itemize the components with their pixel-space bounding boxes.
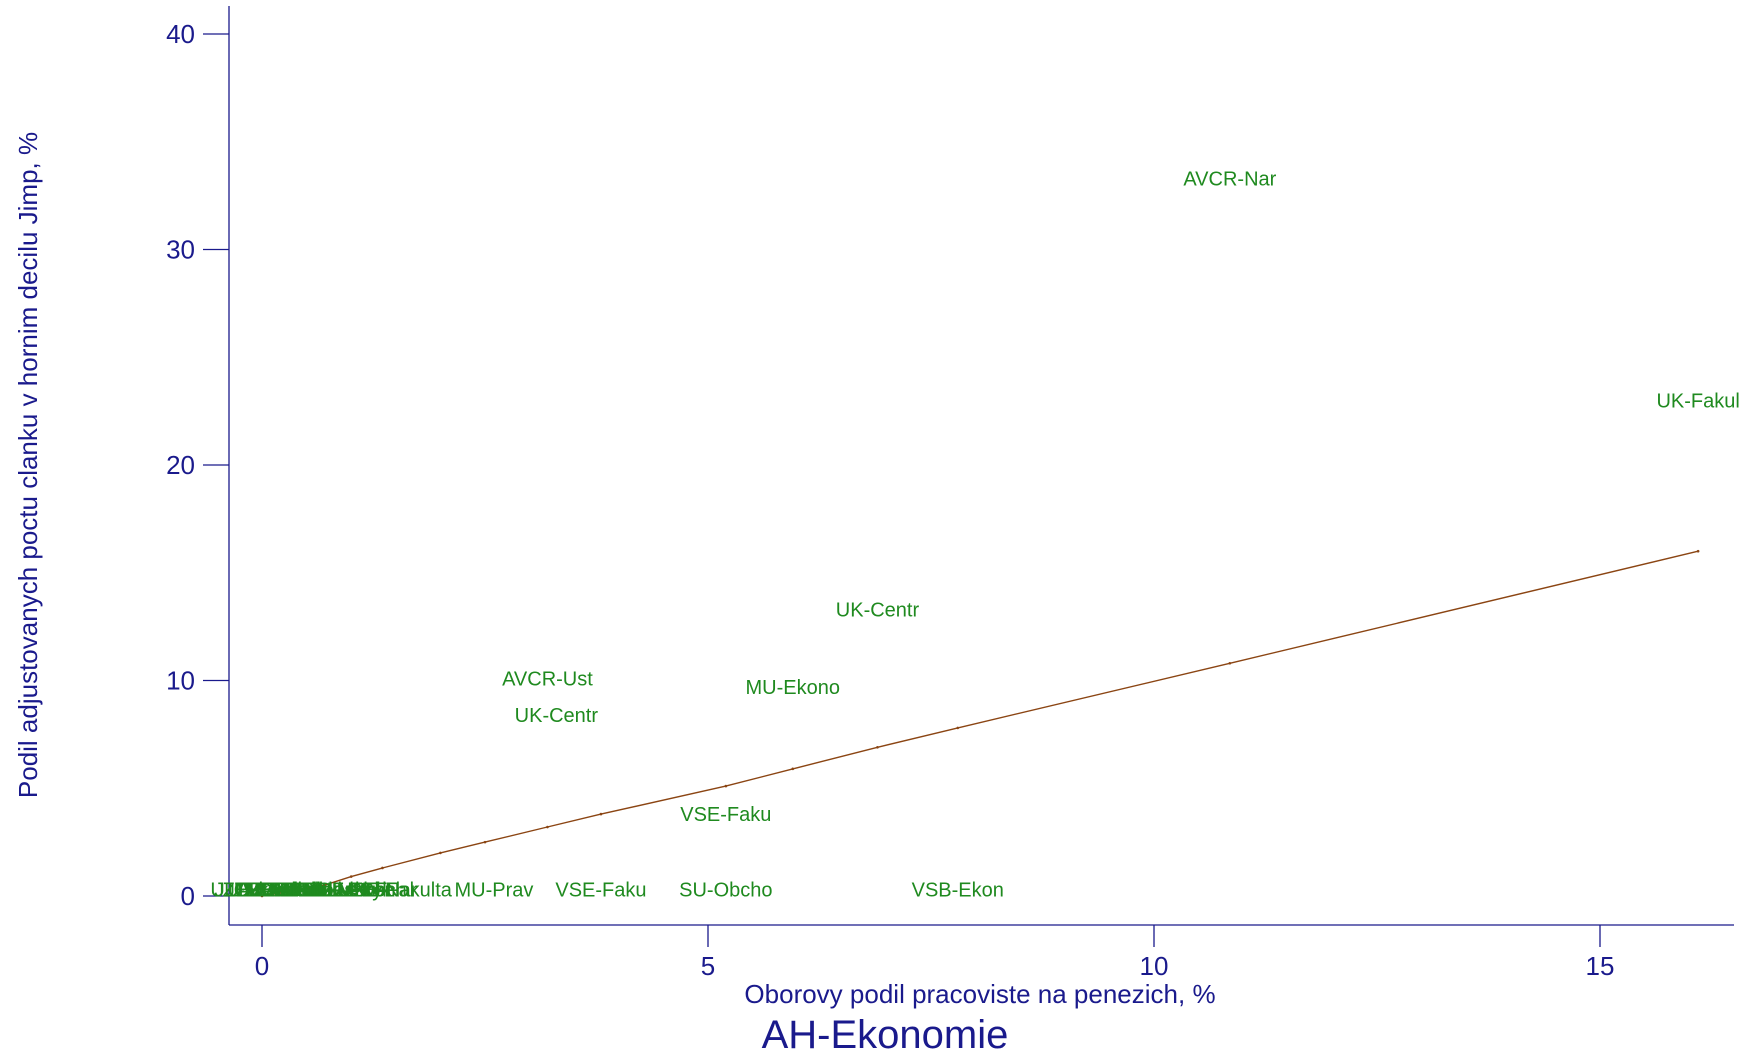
point-label: AVCR-Ust <box>502 668 593 690</box>
fit-point <box>956 726 960 730</box>
point-label: UPOL-Ekon <box>289 880 396 902</box>
fit-point <box>1696 549 1700 553</box>
point-label: VSE-Fakulta <box>340 880 453 902</box>
fit-line-group <box>260 549 1700 898</box>
y-tick-label: 40 <box>166 19 195 49</box>
y-tick-label: 20 <box>166 450 195 480</box>
y-axis-title: Podil adjustovanych poctu clanku v horni… <box>13 132 43 798</box>
fit-point <box>323 883 326 887</box>
x-tick-label: 5 <box>701 951 715 981</box>
point-label: JU-Ekonom <box>214 880 318 902</box>
x-tick-label: 15 <box>1586 951 1615 981</box>
fit-point <box>381 866 384 870</box>
point-label: ZCU-Fakul <box>223 880 320 902</box>
point-label: CVUT-Masaryk <box>257 880 394 902</box>
point-label: UPa-Fakul <box>286 880 380 902</box>
point-label: VSE-Faku <box>680 804 771 826</box>
axes <box>228 6 1734 926</box>
point-label: AVCR-Soc <box>237 880 332 902</box>
point-label: UJEP-Fakul <box>210 880 317 902</box>
point-label: AVCR-Nar <box>1183 168 1276 190</box>
fit-point <box>599 812 603 816</box>
point-label: UK-Centr <box>836 599 920 621</box>
x-tick-label: 10 <box>1140 951 1169 981</box>
point-label: TUL-Ekon <box>235 880 325 902</box>
point-label: SLU-Obch <box>313 880 406 902</box>
y-tick-label: 0 <box>181 881 195 911</box>
fit-point <box>439 851 442 855</box>
points-group: AVCR-Nar UK-Fakul UK-Centr AVCR-Ust MU-Ekono… <box>210 168 1739 901</box>
ticks: 0 10 20 30 40 0 5 10 15 <box>166 19 1614 981</box>
point-label: UTB-Fakul <box>228 880 324 902</box>
fit-point <box>791 767 795 771</box>
point-label: MENDELU-PEF <box>244 880 387 902</box>
y-tick-label: 30 <box>166 235 195 265</box>
x-axis-title: Oborovy podil pracoviste na penezich, % <box>744 979 1215 1009</box>
point-label: VSE-Faku <box>555 880 646 902</box>
point-label: MU-Ekono <box>745 677 839 699</box>
fit-line <box>261 550 1699 897</box>
fit-point <box>483 840 487 844</box>
fit-point <box>260 894 264 898</box>
point-label: VUT-Fakul <box>259 880 353 902</box>
point-label: VSB-Ekon <box>912 880 1004 902</box>
point-label: UHK-Fakul <box>244 880 342 902</box>
x-tick-label: 0 <box>255 951 269 981</box>
point-label: UK-Centr <box>515 705 599 727</box>
y-tick-label: 10 <box>166 666 195 696</box>
fit-point <box>287 890 291 893</box>
point-label: VSE-Nar <box>339 880 418 902</box>
fit-point <box>876 746 879 749</box>
fit-point <box>724 784 728 788</box>
point-label: UK-Fakul <box>1656 390 1739 412</box>
point-label: MU-Prav <box>454 880 533 902</box>
point-label: OU-Ekon <box>261 880 343 902</box>
chart-title: AH-Ekonomie <box>762 1013 1009 1057</box>
point-label: CZU-Provoz <box>234 880 344 902</box>
fit-point <box>546 825 549 829</box>
fit-point <box>349 875 353 878</box>
point-label: SU-Obcho <box>679 880 772 902</box>
fit-point <box>1228 661 1232 665</box>
